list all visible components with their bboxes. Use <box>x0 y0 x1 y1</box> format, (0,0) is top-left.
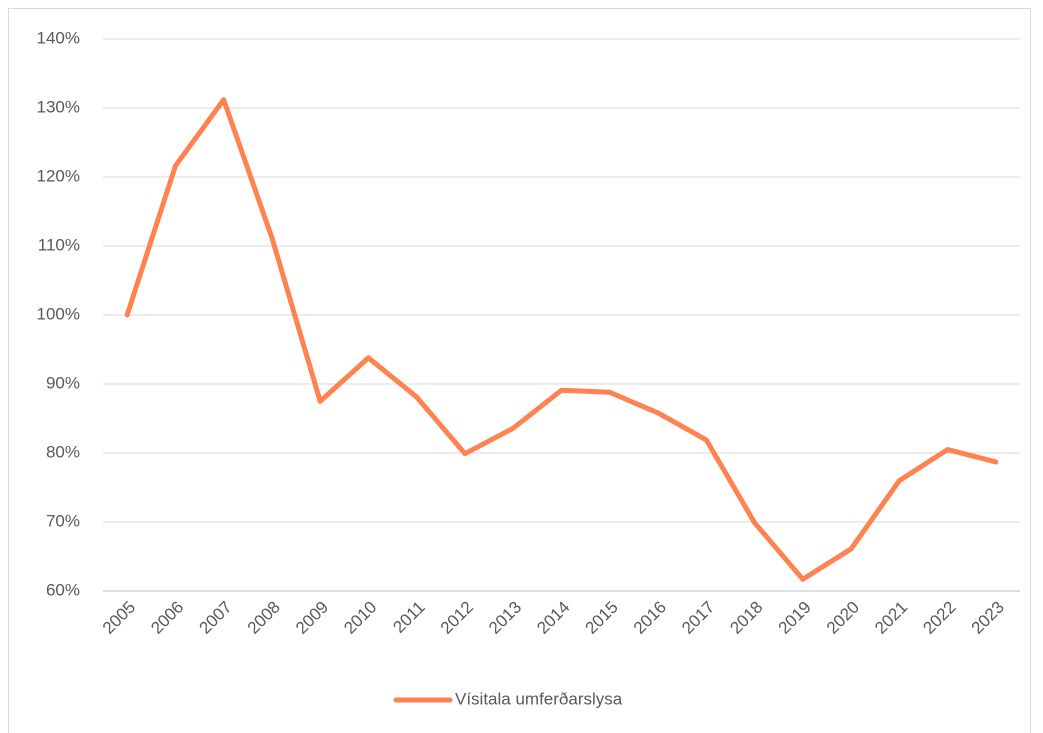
data-line <box>124 97 999 582</box>
y-tick-label: 120% <box>37 166 80 185</box>
y-tick-label: 110% <box>38 235 80 254</box>
legend-label: Vísitala umferðarslysa <box>455 689 623 708</box>
chart-frame <box>8 8 1031 733</box>
y-tick-label: 60% <box>46 580 80 599</box>
y-tick-label: 140% <box>37 28 80 47</box>
y-tick-label: 70% <box>46 511 80 530</box>
y-tick-label: 100% <box>37 304 80 323</box>
y-tick-label: 80% <box>46 442 80 461</box>
y-tick-label: 90% <box>46 373 80 392</box>
y-tick-label: 130% <box>37 97 80 116</box>
